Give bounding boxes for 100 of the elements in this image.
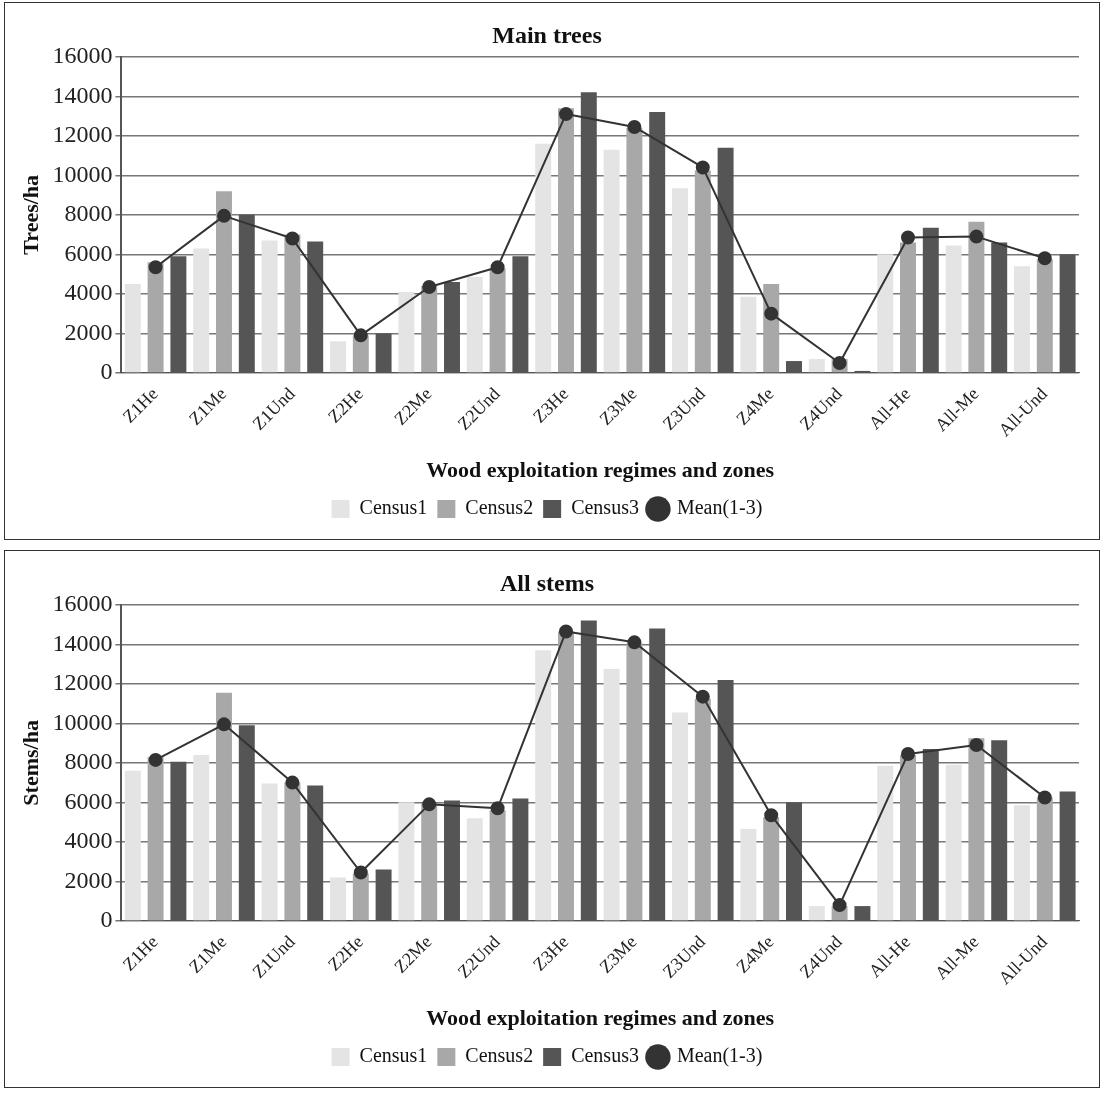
y-tick-label: 12000 [52,669,113,696]
y-tick-label: 4000 [64,827,113,854]
bar [284,234,301,373]
y-tick-label: 14000 [52,629,113,656]
point [764,306,779,321]
bar [284,782,301,921]
bar [1036,797,1053,921]
point [490,260,505,275]
point [901,746,915,761]
bar [672,188,688,373]
legend-label: Census3 [571,1044,639,1067]
y-tick-label: 10000 [52,708,113,735]
bar [603,669,620,921]
y-tick-label: 6000 [64,239,113,266]
y-tick-label: 4000 [64,279,113,306]
bar [1036,259,1053,373]
x-axis-title: Wood exploitation regimes and zones [426,1005,775,1031]
chart-title: All stems [500,569,594,596]
bar [1014,805,1030,921]
bar [398,802,415,921]
legend-label: Census2 [465,1044,534,1067]
bar [147,262,164,373]
point [969,229,984,244]
point [969,738,984,753]
bar [968,738,985,921]
bar [535,650,552,921]
bar [352,873,369,921]
point [627,119,642,134]
point [901,230,915,245]
y-tick-label: 0 [100,906,113,933]
legend-label: Census1 [359,1044,428,1067]
bar [1014,266,1030,373]
bar [421,803,438,921]
legend-label: Census1 [359,496,428,519]
chart-title: Main trees [492,21,602,48]
bar [945,764,962,921]
point [559,107,573,122]
point [490,801,505,816]
bar [466,818,483,921]
bar [124,770,141,921]
bar [694,698,711,921]
point [285,231,300,246]
point [832,898,847,913]
point [559,624,573,639]
bar [489,810,506,921]
bar [626,643,643,921]
legend-label: Census3 [571,496,639,519]
point [1037,790,1052,805]
point [695,160,710,175]
bar [535,143,552,373]
bar [558,631,574,921]
bar [740,296,757,373]
point [627,635,642,650]
bar [330,341,346,373]
bar [330,877,346,921]
bar [740,829,757,921]
point [422,279,437,294]
bar [193,248,210,373]
y-axis-title: Stems/ha [17,720,43,806]
bar [877,254,894,373]
bar [808,906,825,921]
point [148,752,163,767]
bar [877,765,894,921]
y-tick-label: 6000 [64,787,113,814]
point [1037,251,1052,266]
bar [193,754,210,921]
bar [626,127,643,373]
point [285,775,300,790]
point [217,208,231,223]
bar [261,240,278,373]
point [422,797,437,812]
point [353,328,368,343]
y-tick-label: 0 [100,358,113,385]
bar [216,692,232,921]
bar [672,712,688,921]
y-tick-label: 2000 [64,318,113,345]
bar [900,242,916,373]
legend-label: Mean(1-3) [676,1044,763,1068]
bar [421,285,438,373]
legend-label: Census2 [465,496,534,519]
point [764,808,779,823]
bar [694,170,711,373]
point [148,260,163,275]
bar [558,108,574,373]
point [353,865,368,880]
x-axis-title: Wood exploitation regimes and zones [426,457,775,483]
y-tick-label: 16000 [52,590,113,617]
point [217,717,231,732]
bar [261,783,278,921]
bar [466,277,483,373]
bar [147,756,164,921]
bar [763,817,780,921]
bar [124,284,141,373]
bar [603,149,620,373]
legend-label: Mean(1-3) [676,496,763,520]
y-tick-label: 10000 [52,160,113,187]
y-tick-label: 2000 [64,866,113,893]
y-tick-label: 12000 [52,121,113,148]
bar [489,268,506,373]
bar [808,359,825,373]
